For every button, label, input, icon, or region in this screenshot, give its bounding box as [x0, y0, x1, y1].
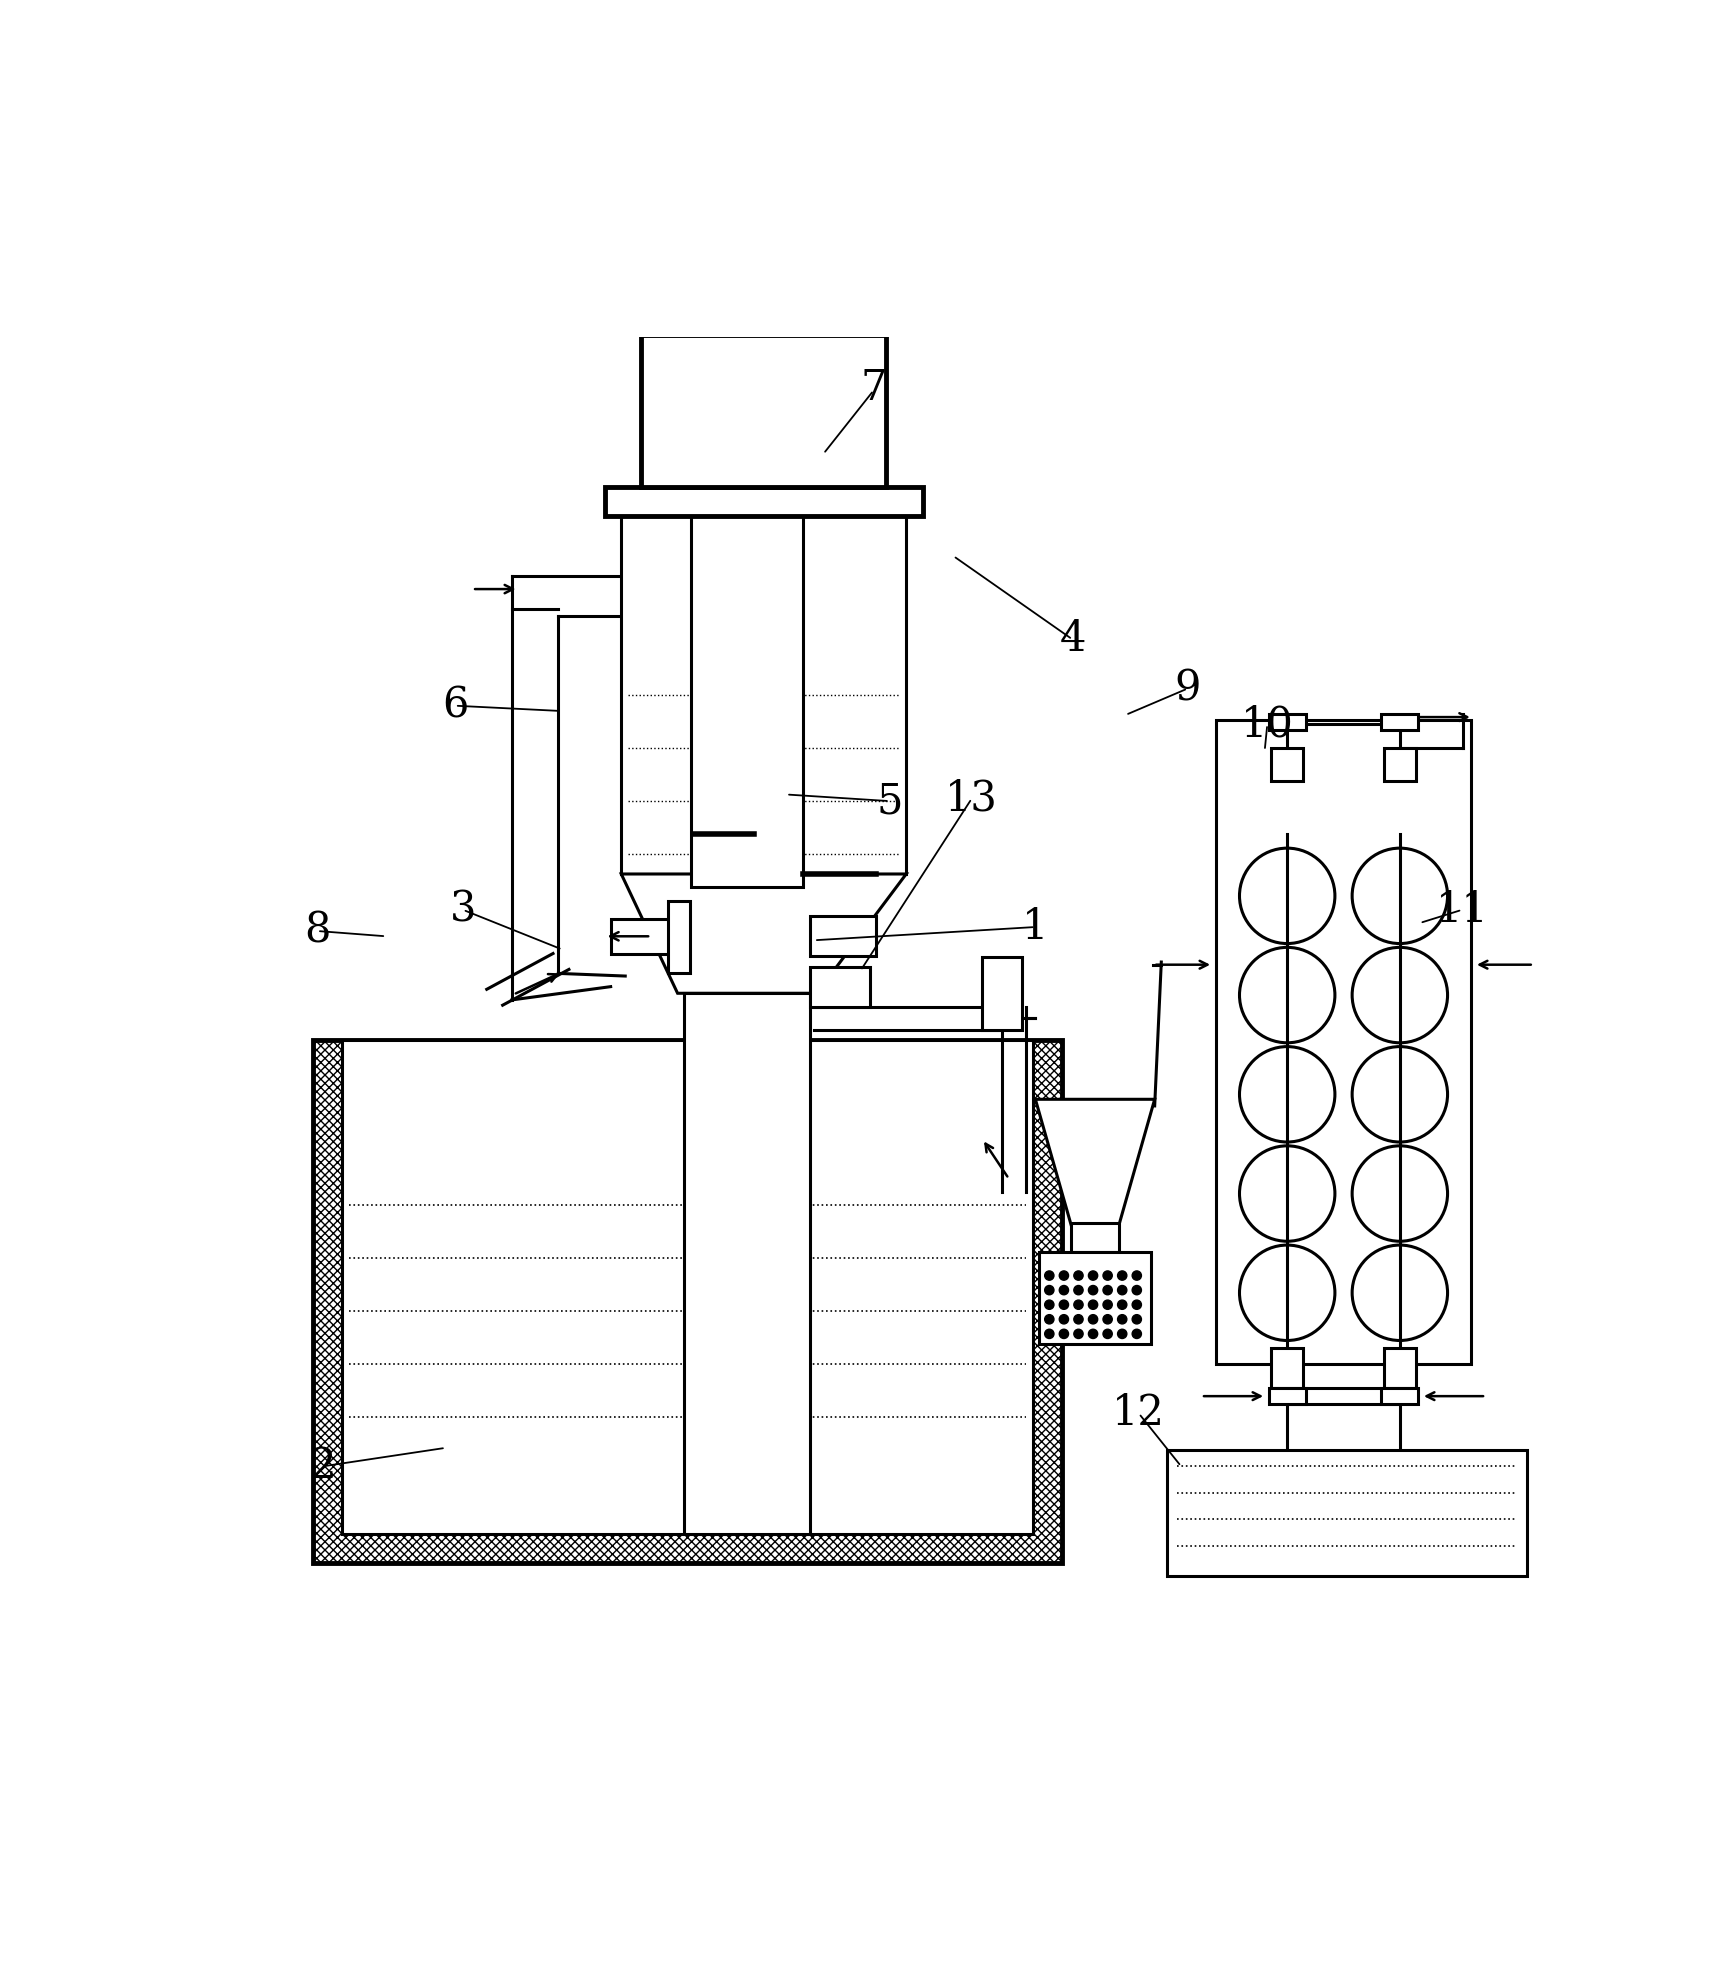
- Circle shape: [1240, 847, 1336, 944]
- Circle shape: [1118, 1329, 1127, 1338]
- Bar: [1070, 1222, 1118, 1251]
- Bar: [1269, 1388, 1306, 1404]
- Circle shape: [1058, 1329, 1069, 1338]
- Bar: [626, 517, 903, 873]
- Text: 3: 3: [450, 889, 475, 931]
- Circle shape: [1240, 1245, 1336, 1340]
- Text: 6: 6: [441, 685, 469, 727]
- Bar: [1382, 1388, 1418, 1404]
- Circle shape: [1240, 946, 1336, 1043]
- Bar: [621, 517, 906, 873]
- Bar: [1166, 1451, 1527, 1576]
- Bar: [641, 335, 886, 487]
- Polygon shape: [621, 873, 906, 994]
- Circle shape: [1074, 1329, 1082, 1338]
- Circle shape: [1074, 1315, 1082, 1325]
- Circle shape: [1103, 1271, 1112, 1281]
- Circle shape: [1074, 1285, 1082, 1295]
- Circle shape: [1132, 1271, 1142, 1281]
- Bar: [1383, 1348, 1416, 1388]
- Text: 7: 7: [860, 366, 887, 408]
- Circle shape: [1240, 1047, 1336, 1142]
- Bar: [1038, 1251, 1151, 1344]
- Text: 12: 12: [1112, 1392, 1165, 1434]
- Circle shape: [1058, 1271, 1069, 1281]
- Circle shape: [1058, 1301, 1069, 1309]
- Polygon shape: [626, 873, 903, 990]
- Bar: [313, 1040, 1062, 1562]
- Circle shape: [1103, 1285, 1112, 1295]
- Circle shape: [1045, 1329, 1053, 1338]
- Circle shape: [1118, 1271, 1127, 1281]
- Bar: [1383, 748, 1416, 780]
- Text: 2: 2: [310, 1445, 335, 1487]
- Bar: [342, 1040, 1033, 1534]
- Bar: [1271, 1348, 1303, 1388]
- Circle shape: [1132, 1315, 1142, 1325]
- Bar: [605, 487, 923, 517]
- Circle shape: [1058, 1285, 1069, 1295]
- Circle shape: [1132, 1285, 1142, 1295]
- Text: 10: 10: [1241, 703, 1294, 744]
- Circle shape: [1353, 847, 1448, 944]
- Bar: [1382, 715, 1418, 731]
- Circle shape: [1045, 1271, 1053, 1281]
- Text: 13: 13: [946, 778, 999, 820]
- Bar: [1216, 721, 1471, 1364]
- Bar: [612, 919, 684, 954]
- Circle shape: [1045, 1285, 1053, 1295]
- Circle shape: [1103, 1315, 1112, 1325]
- Text: 5: 5: [877, 780, 903, 822]
- Bar: [1269, 715, 1306, 731]
- Circle shape: [1089, 1271, 1098, 1281]
- Circle shape: [1058, 1315, 1069, 1325]
- Bar: [1271, 748, 1303, 780]
- Circle shape: [1045, 1301, 1053, 1309]
- Circle shape: [1089, 1301, 1098, 1309]
- Circle shape: [1103, 1301, 1112, 1309]
- Bar: [691, 509, 804, 887]
- Polygon shape: [1036, 1099, 1154, 1226]
- Circle shape: [1240, 1146, 1336, 1241]
- Text: 9: 9: [1175, 667, 1200, 709]
- Text: 4: 4: [1058, 618, 1086, 661]
- Text: 1: 1: [1023, 907, 1048, 948]
- Circle shape: [1353, 946, 1448, 1043]
- Circle shape: [1045, 1315, 1053, 1325]
- Circle shape: [1074, 1301, 1082, 1309]
- Bar: [811, 966, 870, 1006]
- Text: 11: 11: [1436, 889, 1488, 931]
- Circle shape: [1103, 1329, 1112, 1338]
- Bar: [982, 958, 1023, 1030]
- Circle shape: [1353, 1245, 1448, 1340]
- Bar: [684, 994, 811, 1534]
- Circle shape: [1353, 1146, 1448, 1241]
- Circle shape: [1118, 1315, 1127, 1325]
- Circle shape: [1132, 1329, 1142, 1338]
- Circle shape: [1118, 1301, 1127, 1309]
- Text: 8: 8: [304, 911, 330, 952]
- Circle shape: [1089, 1285, 1098, 1295]
- Circle shape: [1132, 1301, 1142, 1309]
- Circle shape: [1074, 1271, 1082, 1281]
- Circle shape: [1353, 1047, 1448, 1142]
- Circle shape: [1118, 1285, 1127, 1295]
- Circle shape: [1089, 1315, 1098, 1325]
- Bar: [811, 917, 876, 956]
- Circle shape: [1089, 1329, 1098, 1338]
- Bar: [669, 901, 689, 974]
